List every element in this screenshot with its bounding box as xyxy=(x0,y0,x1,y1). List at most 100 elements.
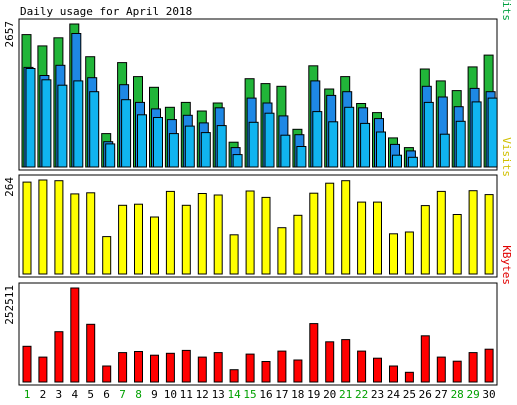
bar-kbytes-kbytes-day-14 xyxy=(229,369,239,383)
x-tick-label-day-30: 30 xyxy=(482,388,495,401)
bar-visits-visits-day-5 xyxy=(86,192,96,275)
x-tick-label-day-8: 8 xyxy=(135,388,142,401)
x-tick-label-day-28: 28 xyxy=(451,388,464,401)
bar-kbytes-kbytes-day-1 xyxy=(22,345,32,383)
chart-title: Daily usage for April 2018 xyxy=(20,5,192,18)
bar-visits-visits-day-20 xyxy=(325,182,335,275)
bar-hits-pages-day-10 xyxy=(168,133,179,168)
bar-hits-pages-day-24 xyxy=(392,154,402,168)
bar-hits-pages-day-28 xyxy=(455,120,466,168)
bar-visits-visits-day-19 xyxy=(309,192,319,275)
panel-kbytes: 252511 KBytes xyxy=(3,245,513,386)
x-tick-label-day-19: 19 xyxy=(307,388,320,401)
bar-visits-visits-day-12 xyxy=(197,193,207,275)
x-axis-labels: 1 2 3 4 5 6 7 8 9 10 11 12 13 14 15 16 17 18 19 20 21 22 23 24 2… xyxy=(24,388,496,401)
bar-hits-pages-day-8 xyxy=(137,114,147,168)
bar-hits-pages-day-4 xyxy=(73,80,84,168)
panel-kbytes-frame xyxy=(18,282,498,386)
x-tick-label-day-23: 23 xyxy=(371,388,384,401)
panel-visits-max-label: 264 xyxy=(3,177,16,197)
bar-kbytes-kbytes-day-28 xyxy=(452,360,462,383)
x-tick-label-day-16: 16 xyxy=(259,388,272,401)
x-tick-label-day-22: 22 xyxy=(355,388,368,401)
panel-visits-legend-label: Visits xyxy=(500,137,513,177)
legend-part-hits-4: Hits xyxy=(500,0,513,21)
bar-hits-pages-day-1 xyxy=(25,68,36,168)
bar-kbytes-kbytes-day-16 xyxy=(261,361,271,383)
bar-hits-pages-day-16 xyxy=(264,112,275,168)
x-tick-label-day-25: 25 xyxy=(403,388,416,401)
x-tick-label-day-4: 4 xyxy=(71,388,78,401)
x-tick-label-day-29: 29 xyxy=(466,388,479,401)
bar-visits-visits-day-28 xyxy=(452,214,462,275)
bar-kbytes-kbytes-day-12 xyxy=(197,356,207,383)
bar-hits-pages-day-3 xyxy=(57,84,68,168)
bar-kbytes-kbytes-day-21 xyxy=(341,339,351,383)
x-tick-label-day-24: 24 xyxy=(387,388,401,401)
bar-visits-visits-day-22 xyxy=(357,201,367,275)
bar-kbytes-kbytes-day-8 xyxy=(134,351,143,383)
bar-hits-pages-day-27 xyxy=(439,133,450,168)
bar-kbytes-kbytes-day-5 xyxy=(86,323,96,383)
panel-visits-frame xyxy=(18,174,498,278)
bar-visits-visits-day-15 xyxy=(245,190,255,275)
bar-hits-pages-day-15 xyxy=(248,121,259,168)
bar-visits-visits-day-1 xyxy=(22,181,32,275)
bar-kbytes-kbytes-day-18 xyxy=(293,359,303,383)
bar-kbytes-kbytes-day-27 xyxy=(436,356,446,383)
x-tick-label-day-26: 26 xyxy=(419,388,432,401)
panel-hits-legend-label: Pages/Files/Hits xyxy=(500,0,513,21)
panel-kbytes-max-label: 252511 xyxy=(3,285,16,325)
bar-kbytes-kbytes-day-25 xyxy=(404,371,414,383)
x-tick-label-day-27: 27 xyxy=(435,388,448,401)
bar-kbytes-kbytes-day-3 xyxy=(54,331,64,383)
bar-kbytes-kbytes-day-17 xyxy=(277,350,287,383)
bar-hits-pages-day-20 xyxy=(328,121,339,168)
x-tick-label-day-13: 13 xyxy=(212,388,225,401)
bar-kbytes-kbytes-day-15 xyxy=(245,353,255,383)
bar-visits-visits-day-25 xyxy=(404,231,414,275)
bar-hits-pages-day-22 xyxy=(360,122,371,168)
chart-panels: 2657 Pages/Files/Hits 264 Visits 252511 KByte… xyxy=(3,0,513,386)
x-tick-label-day-12: 12 xyxy=(196,388,209,401)
bar-visits-visits-day-14 xyxy=(229,234,239,275)
bar-visits-visits-day-10 xyxy=(165,190,175,275)
legend-part-kbytes-0: KBytes xyxy=(500,245,513,285)
bar-visits-visits-day-18 xyxy=(293,214,303,275)
bar-kbytes-kbytes-day-29 xyxy=(468,352,478,383)
bar-hits-pages-day-25 xyxy=(407,156,418,168)
bar-kbytes-kbytes-day-10 xyxy=(165,352,175,383)
bar-hits-pages-day-7 xyxy=(121,99,132,168)
bar-hits-pages-day-13 xyxy=(216,125,227,168)
bar-kbytes-kbytes-day-30 xyxy=(484,348,494,383)
x-tick-label-day-1: 1 xyxy=(24,388,31,401)
bar-hits-pages-day-6 xyxy=(105,143,116,168)
bar-visits-visits-day-17 xyxy=(277,227,287,275)
bar-visits-visits-day-30 xyxy=(484,194,494,275)
bar-hits-pages-day-5 xyxy=(89,91,100,168)
x-tick-label-day-10: 10 xyxy=(164,388,177,401)
bar-kbytes-kbytes-day-26 xyxy=(420,335,430,383)
x-tick-label-day-17: 17 xyxy=(275,388,288,401)
bar-hits-pages-day-19 xyxy=(312,111,323,168)
bar-kbytes-kbytes-day-20 xyxy=(325,341,335,383)
bar-kbytes-kbytes-day-19 xyxy=(309,323,319,383)
x-tick-label-day-6: 6 xyxy=(103,388,110,401)
bar-visits-visits-day-26 xyxy=(420,205,430,275)
x-tick-label-day-20: 20 xyxy=(323,388,336,401)
bar-visits-visits-day-21 xyxy=(341,180,351,275)
x-tick-label-day-21: 21 xyxy=(339,388,352,401)
bar-visits-visits-day-6 xyxy=(102,236,112,275)
panel-hits: 2657 Pages/Files/Hits xyxy=(3,0,513,171)
bar-kbytes-kbytes-day-4 xyxy=(70,287,80,383)
bar-visits-visits-day-8 xyxy=(134,203,143,275)
legend-part-visits-0: Visits xyxy=(500,137,513,177)
x-tick-label-day-18: 18 xyxy=(291,388,304,401)
bar-kbytes-kbytes-day-13 xyxy=(213,352,223,383)
x-tick-label-day-7: 7 xyxy=(119,388,126,401)
bar-kbytes-kbytes-day-7 xyxy=(118,352,128,383)
bar-hits-pages-day-26 xyxy=(423,101,434,168)
bar-hits-pages-day-30 xyxy=(487,97,498,168)
